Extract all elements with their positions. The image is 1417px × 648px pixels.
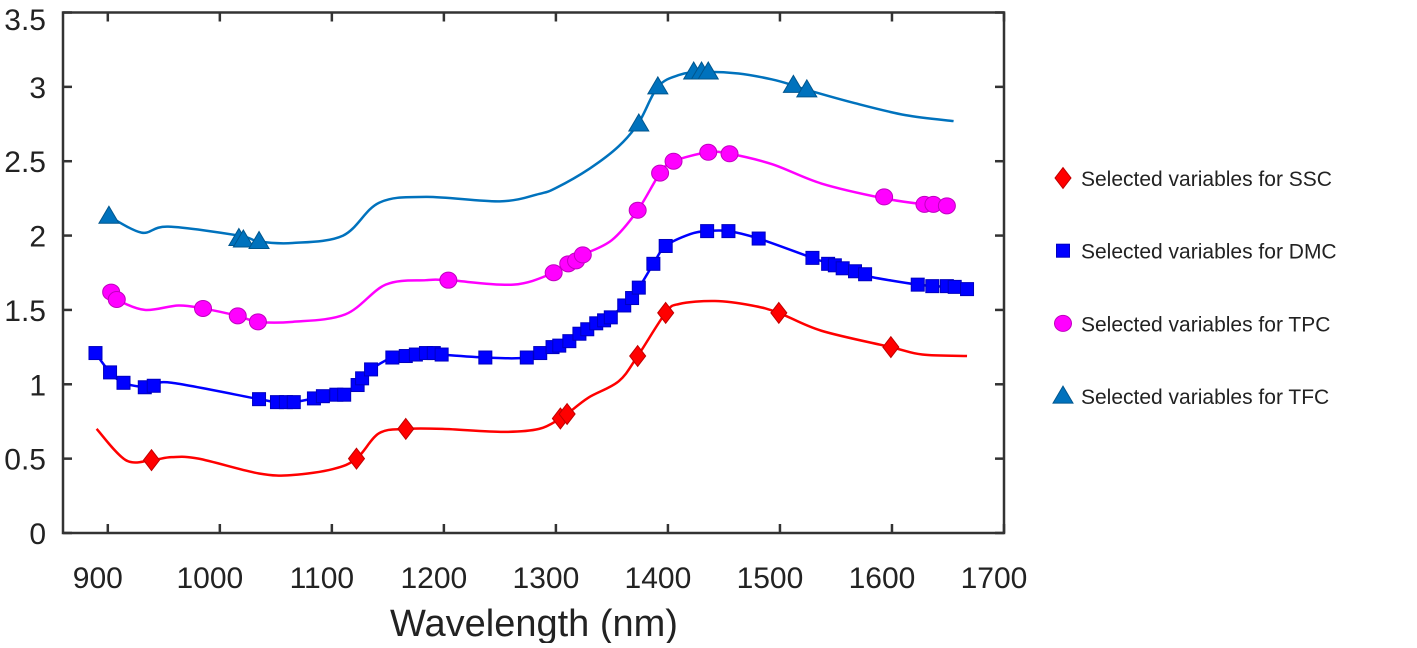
data-point-square <box>88 346 103 361</box>
data-point-square <box>700 224 715 239</box>
series-line-square <box>94 229 968 404</box>
data-point-square <box>658 238 673 253</box>
data-point-square <box>925 279 940 294</box>
y-tick-label: 1.5 <box>4 295 46 328</box>
y-tick-label: 0 <box>29 518 46 551</box>
plot-frame <box>61 11 1006 535</box>
data-point-diamond <box>629 344 647 368</box>
data-point-circle <box>720 145 739 163</box>
x-tick-label: 1000 <box>176 562 243 595</box>
data-point-circle <box>573 246 592 264</box>
data-point-square <box>103 365 118 380</box>
data-point-diamond <box>770 301 788 325</box>
data-point-square <box>835 261 850 276</box>
y-tick-label: 3 <box>29 72 46 105</box>
data-point-square <box>315 389 330 404</box>
series-line-diamond <box>95 299 968 477</box>
y-axis: 0 0.5 1 1.5 2 2.5 3 3.5 <box>4 4 1004 551</box>
legend-marker-circle <box>1054 314 1072 332</box>
data-point-diamond <box>142 448 161 472</box>
data-point-triangle <box>782 74 805 93</box>
data-point-square <box>646 256 661 271</box>
data-point-square <box>910 277 925 292</box>
data-point-circle <box>937 197 956 215</box>
x-tick-label: 1500 <box>737 562 804 595</box>
data-point-square <box>533 346 548 361</box>
data-point-triangle <box>248 230 270 250</box>
data-point-circle <box>439 271 458 289</box>
x-tick-label: 900 <box>73 562 123 595</box>
data-point-diamond <box>558 402 576 426</box>
data-point-square <box>721 224 736 239</box>
data-point-diamond <box>657 301 675 325</box>
x-tick-label: 1200 <box>401 562 468 595</box>
x-axis: 900 1000 1100 1200 1300 1400 1500 1600 1700 <box>73 12 1028 595</box>
data-point-square <box>751 231 766 246</box>
legend-label: Selected variables for TFC <box>1081 386 1329 409</box>
data-point-triangle <box>627 113 650 132</box>
data-point-square <box>116 375 131 390</box>
data-point-circle <box>699 143 718 161</box>
y-tick-label: 1 <box>29 369 46 402</box>
x-tick-label: 1300 <box>513 562 580 595</box>
x-tick-label: 1400 <box>625 562 692 595</box>
data-point-square <box>631 280 646 295</box>
data-point-square <box>478 350 493 365</box>
y-tick-label: 0.5 <box>4 444 46 477</box>
legend-marker-square <box>1056 243 1070 258</box>
data-point-circle <box>544 264 563 282</box>
data-point-circle <box>194 299 213 317</box>
series-markers <box>88 60 975 472</box>
legend: Selected variables for SSC Selected varia… <box>1052 166 1337 409</box>
y-tick-label: 2.5 <box>4 146 46 179</box>
data-point-square <box>337 387 352 402</box>
legend-marker-diamond <box>1054 166 1072 190</box>
data-point-triangle <box>646 75 669 95</box>
data-point-square <box>947 279 962 294</box>
data-point-square <box>286 395 301 410</box>
data-point-square <box>252 392 267 407</box>
data-point-square <box>385 350 400 365</box>
data-point-circle <box>664 152 683 170</box>
data-point-circle <box>651 164 670 182</box>
data-point-circle <box>248 313 267 331</box>
data-point-triangle <box>697 60 720 80</box>
data-point-circle <box>228 307 247 325</box>
legend-label: Selected variables for SSC <box>1081 168 1332 191</box>
data-point-square <box>434 347 449 362</box>
x-tick-label: 1100 <box>290 562 355 595</box>
legend-label: Selected variables for TPC <box>1081 313 1330 336</box>
data-point-square <box>519 350 534 365</box>
data-point-square <box>146 378 161 393</box>
data-point-triangle <box>232 229 255 248</box>
data-point-diamond <box>882 335 900 359</box>
x-axis-label: Wavelength (nm) <box>390 603 678 643</box>
legend-label: Selected variables for DMC <box>1081 241 1337 264</box>
data-point-square <box>805 250 820 265</box>
data-point-square <box>603 310 618 325</box>
legend-marker-triangle <box>1052 385 1074 404</box>
data-point-circle <box>107 291 126 309</box>
y-tick-label: 2 <box>29 221 46 254</box>
x-tick-label: 1700 <box>961 562 1028 595</box>
data-point-diamond <box>347 447 366 470</box>
data-point-square <box>960 282 975 297</box>
x-tick-label: 1600 <box>849 562 916 595</box>
data-point-square <box>364 362 379 377</box>
data-point-triangle <box>98 205 120 224</box>
data-point-square <box>858 267 873 282</box>
data-point-circle <box>875 188 894 206</box>
series-line-triangle <box>108 70 954 245</box>
y-tick-label: 3.5 <box>4 4 46 37</box>
data-point-triangle <box>795 78 818 98</box>
data-point-circle <box>628 201 647 219</box>
data-point-diamond <box>397 417 415 441</box>
